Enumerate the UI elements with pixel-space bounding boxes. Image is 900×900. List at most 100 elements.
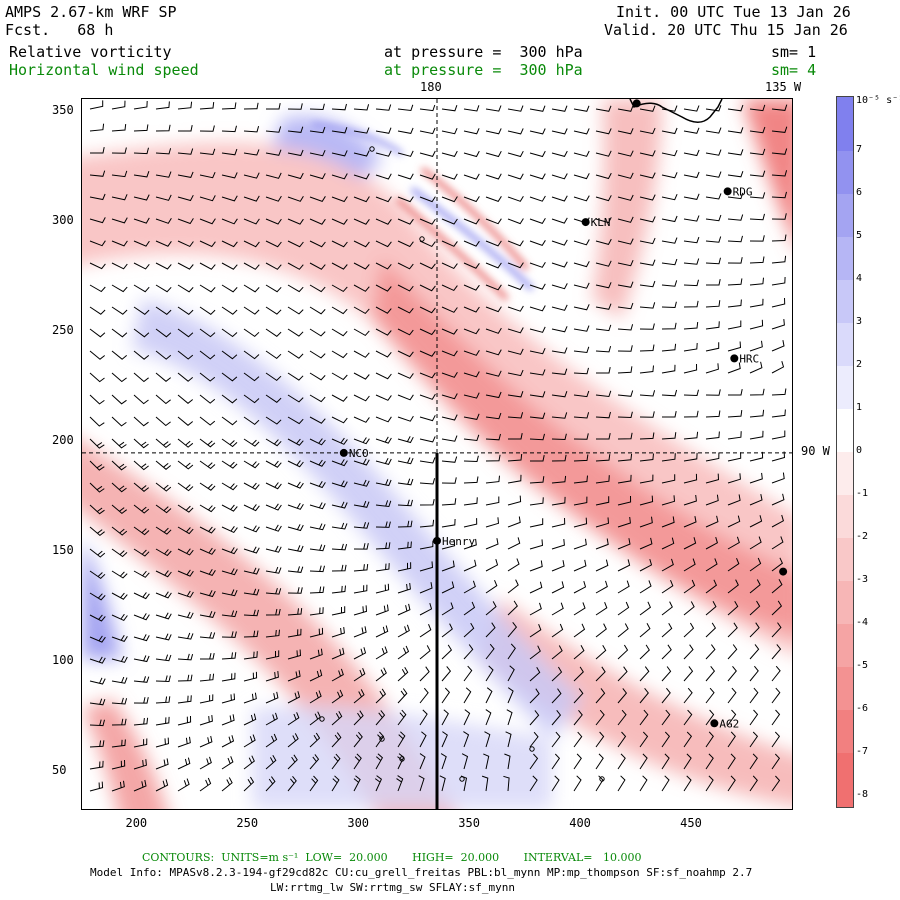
wind-barb <box>353 522 370 529</box>
wind-barb <box>133 613 150 621</box>
wind-barb <box>595 345 612 353</box>
wind-barb <box>309 690 322 704</box>
wind-barb <box>287 394 304 403</box>
wind-barb <box>441 150 458 157</box>
wind-barb <box>705 709 715 726</box>
wind-barb <box>111 147 127 154</box>
wind-barb <box>639 259 656 266</box>
wind-barb <box>331 543 348 551</box>
wind-barb <box>133 194 150 201</box>
wind-barb <box>353 668 366 682</box>
wind-barb <box>375 328 392 336</box>
wind-barb <box>749 319 764 330</box>
wind-barb <box>397 306 414 314</box>
wind-barb <box>177 284 194 293</box>
wind-barb <box>89 416 105 427</box>
wind-barb <box>243 609 259 617</box>
wind-barb <box>177 218 194 225</box>
wind-barb <box>617 623 629 638</box>
wind-barb <box>749 104 766 112</box>
wind-barb <box>617 260 634 267</box>
wind-barb <box>639 194 656 201</box>
wind-barb <box>177 757 191 770</box>
wind-barb <box>507 516 521 528</box>
wind-barb <box>661 150 678 157</box>
colorbar-label: 7 <box>856 144 863 155</box>
wind-barb <box>287 712 300 726</box>
wind-barb <box>397 499 413 507</box>
wind-barb <box>705 622 717 638</box>
y-tick-label: 100 <box>52 652 74 667</box>
wind-barb <box>375 350 392 358</box>
station-label: NCO <box>349 447 369 460</box>
wind-barb <box>374 775 383 792</box>
wind-barb <box>617 432 633 440</box>
wind-barb <box>661 301 677 309</box>
wind-barb <box>727 644 738 660</box>
meridian-label-90w: 90 W <box>801 444 830 458</box>
wind-barb <box>529 775 538 792</box>
wind-barb <box>353 689 365 704</box>
wind-barb <box>727 362 741 374</box>
wind-barb <box>397 173 414 180</box>
x-tick-label: 200 <box>125 816 148 830</box>
wind-barb <box>331 103 347 111</box>
wind-barb <box>221 372 238 382</box>
wind-barb <box>375 710 386 726</box>
y-tick-label: 300 <box>52 213 74 228</box>
wind-barb <box>155 696 171 704</box>
wind-barb <box>573 709 583 726</box>
wind-barb <box>331 459 348 467</box>
wind-barb <box>265 671 279 682</box>
wind-barb <box>771 255 787 264</box>
calm-wind-marker <box>419 236 425 242</box>
wind-barb <box>243 102 259 110</box>
wind-barb <box>551 645 563 660</box>
wind-barb <box>133 655 150 663</box>
wind-barb <box>683 363 698 374</box>
wind-barb <box>243 651 258 660</box>
wind-barb <box>353 500 370 508</box>
wind-barb <box>441 560 455 572</box>
wind-barb <box>573 325 590 332</box>
wind-barb <box>419 666 430 682</box>
wind-barb <box>243 240 260 248</box>
vorticity-band-negative-sw <box>82 699 167 809</box>
wind-barb <box>551 623 564 638</box>
wind-barb <box>199 673 215 682</box>
calm-wind-marker <box>459 776 465 782</box>
wind-barb <box>331 173 348 180</box>
wind-barb <box>705 171 722 178</box>
wind-barb <box>353 731 363 748</box>
colorbar-label: -3 <box>856 574 869 585</box>
wind-barb <box>639 323 655 330</box>
wind-barb <box>596 367 611 374</box>
wind-barb <box>573 412 590 419</box>
wind-barb <box>573 282 590 289</box>
wind-barb <box>331 306 348 315</box>
wind-barb <box>595 496 610 506</box>
wind-barb <box>89 372 105 383</box>
wind-barb <box>683 279 699 287</box>
wind-barb <box>155 372 172 382</box>
wind-barb <box>397 624 410 638</box>
wind-barb <box>397 436 414 444</box>
wind-barb <box>749 536 762 550</box>
wind-barb <box>617 281 634 288</box>
wind-barb <box>89 217 106 224</box>
wind-barb <box>309 544 326 552</box>
wind-barb <box>221 148 238 156</box>
wind-barb <box>419 393 436 400</box>
wind-barb <box>243 755 255 770</box>
wind-barb <box>419 372 436 379</box>
wind-barb <box>639 390 656 397</box>
wind-barb <box>639 601 652 616</box>
wind-barb <box>331 606 346 616</box>
wind-barb <box>397 104 414 112</box>
wind-barb <box>683 775 692 792</box>
x-tick-label: 400 <box>569 816 591 830</box>
wind-barb <box>155 716 170 726</box>
wind-barb <box>133 240 150 247</box>
wind-barb <box>573 688 584 704</box>
wind-barb <box>463 622 475 638</box>
